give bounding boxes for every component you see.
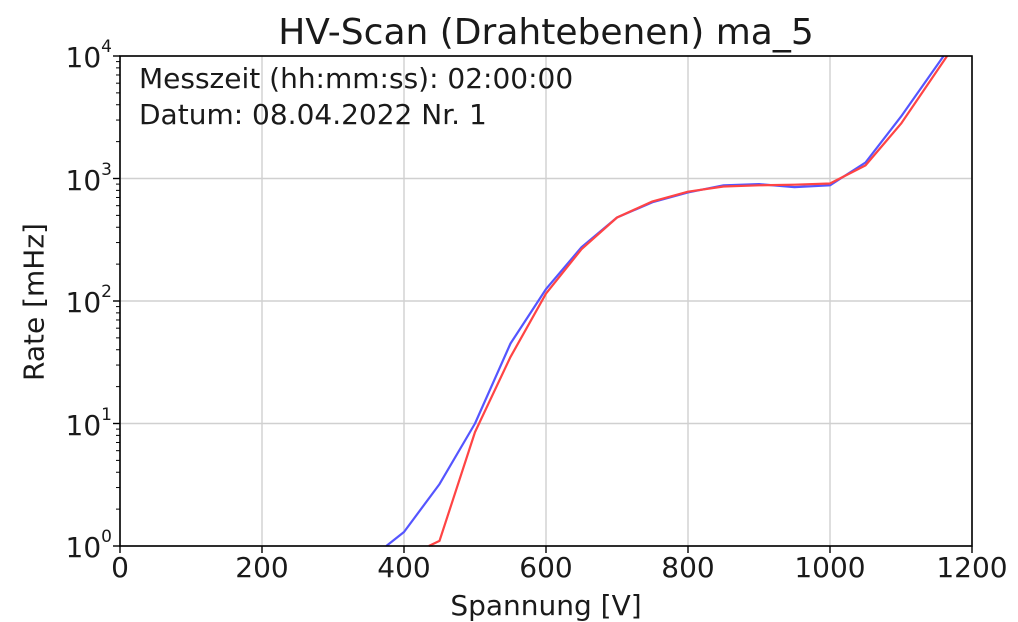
y-tick-label: 100: [65, 527, 112, 564]
annotation-date: Datum: 08.04.2022 Nr. 1: [139, 98, 487, 131]
x-tick-label: 0: [111, 551, 129, 584]
series-lines: [385, 55, 949, 547]
y-tick-label: 102: [65, 282, 112, 319]
y-tick-label: 104: [65, 37, 112, 74]
x-tick-label: 600: [519, 551, 573, 584]
annotation-measurement-time: Messzeit (hh:mm:ss): 02:00:00: [139, 62, 574, 95]
series-line-2: [428, 55, 949, 547]
x-tick-label: 1200: [936, 551, 1008, 584]
x-axis-label: Spannung [V]: [450, 589, 642, 622]
y-tick-label: 101: [65, 405, 112, 442]
x-tick-label: 200: [235, 551, 289, 584]
x-tick-label: 1000: [794, 551, 866, 584]
x-tick-label: 800: [661, 551, 715, 584]
chart-title: HV-Scan (Drahtebenen) ma_5: [278, 12, 814, 53]
x-tick-label: 400: [377, 551, 431, 584]
y-tick-label: 103: [65, 160, 112, 197]
tick-marks: [113, 55, 973, 553]
